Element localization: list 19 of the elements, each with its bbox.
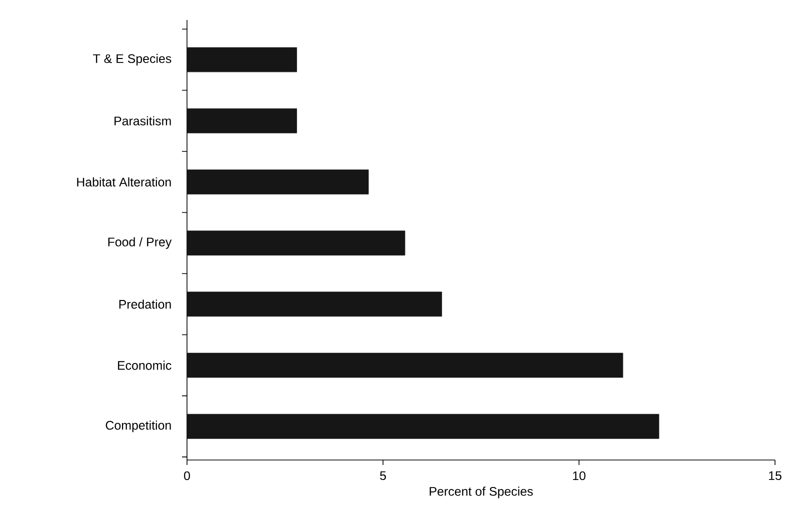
x-tick-label: 15: [769, 471, 782, 480]
x-axis-title: Percent of Species: [430, 486, 533, 498]
bar: [186, 414, 660, 439]
bar: [186, 170, 369, 194]
y-tick-label: T & E Species: [93, 54, 172, 66]
y-tick-label: Food / Prey: [108, 237, 172, 249]
y-tick-label: Economic: [118, 360, 172, 370]
bar: [186, 108, 297, 134]
bar: [186, 292, 442, 317]
x-tick-label: 0: [184, 471, 190, 480]
y-tick-label: Parasitism: [114, 116, 171, 126]
bar: [186, 47, 297, 72]
y-tick-label: Habitat Alteration: [77, 177, 171, 187]
y-tick-label: Competition: [106, 420, 171, 432]
bar: [186, 230, 406, 256]
y-tick-label: Predation: [119, 300, 171, 309]
x-tick-label: 10: [573, 471, 586, 480]
bar: [186, 352, 624, 378]
x-tick-label: 5: [380, 471, 386, 480]
